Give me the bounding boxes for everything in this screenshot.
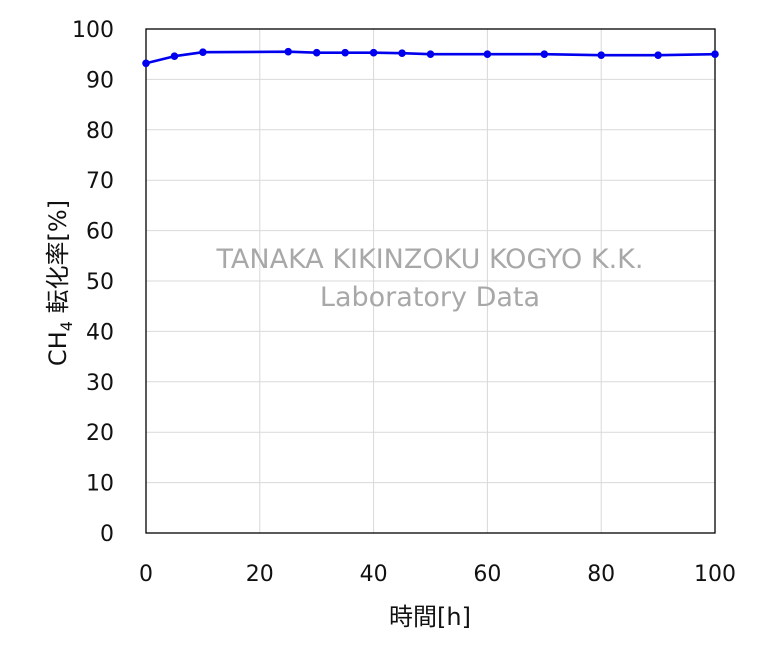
y-tick-label-0: 0 (100, 522, 114, 547)
x-axis-ticks: 0 20 40 60 80 100 (139, 562, 736, 587)
y-axis-ticks: 0 10 20 30 40 50 60 70 80 90 100 (72, 18, 114, 547)
data-point (170, 52, 179, 61)
y-tick-label-50: 50 (86, 270, 114, 295)
x-tick-label-0: 0 (139, 562, 153, 587)
x-tick-label-40: 40 (360, 562, 388, 587)
y-tick-label-70: 70 (86, 169, 114, 194)
y-axis-title-main: CH (44, 331, 72, 366)
data-point (142, 59, 150, 68)
y-tick-label-10: 10 (86, 472, 114, 497)
x-tick-label-20: 20 (246, 562, 274, 587)
y-tick-label-30: 30 (86, 371, 114, 396)
x-tick-label-80: 80 (587, 562, 615, 587)
series-line-0 (145, 50, 716, 65)
watermark-line-2: Laboratory Data (320, 282, 540, 313)
data-point (312, 48, 321, 57)
data-point (426, 50, 435, 58)
y-tick-label-60: 60 (86, 220, 114, 245)
data-point (199, 48, 207, 56)
plot-area-border (145, 28, 716, 534)
series-group (142, 47, 719, 68)
data-point (369, 48, 378, 57)
y-tick-label-20: 20 (86, 421, 114, 446)
data-point (398, 49, 406, 57)
y-axis-title-subscript: 4 (57, 321, 76, 331)
x-tick-label-100: 100 (694, 562, 736, 587)
data-point (711, 50, 719, 58)
y-tick-label-80: 80 (86, 119, 114, 144)
y-axis-title-rest: 転化率[%] (44, 200, 72, 321)
data-point (654, 51, 662, 60)
watermark-line-1: TANAKA KIKINZOKU KOGYO K.K. (216, 244, 644, 275)
watermark: TANAKA KIKINZOKU KOGYO K.K. Laboratory D… (216, 244, 644, 313)
data-point (341, 48, 349, 57)
y-axis-title: CH4 転化率[%] (44, 200, 76, 366)
y-tick-label-100: 100 (72, 18, 114, 43)
y-tick-label-90: 90 (86, 68, 114, 93)
data-point (540, 50, 549, 58)
data-point (597, 51, 605, 60)
data-point (284, 47, 293, 56)
x-tick-label-60: 60 (473, 562, 501, 587)
data-point (483, 50, 492, 58)
x-axis-title: 時間[h] (389, 603, 471, 631)
y-tick-label-40: 40 (86, 320, 114, 345)
